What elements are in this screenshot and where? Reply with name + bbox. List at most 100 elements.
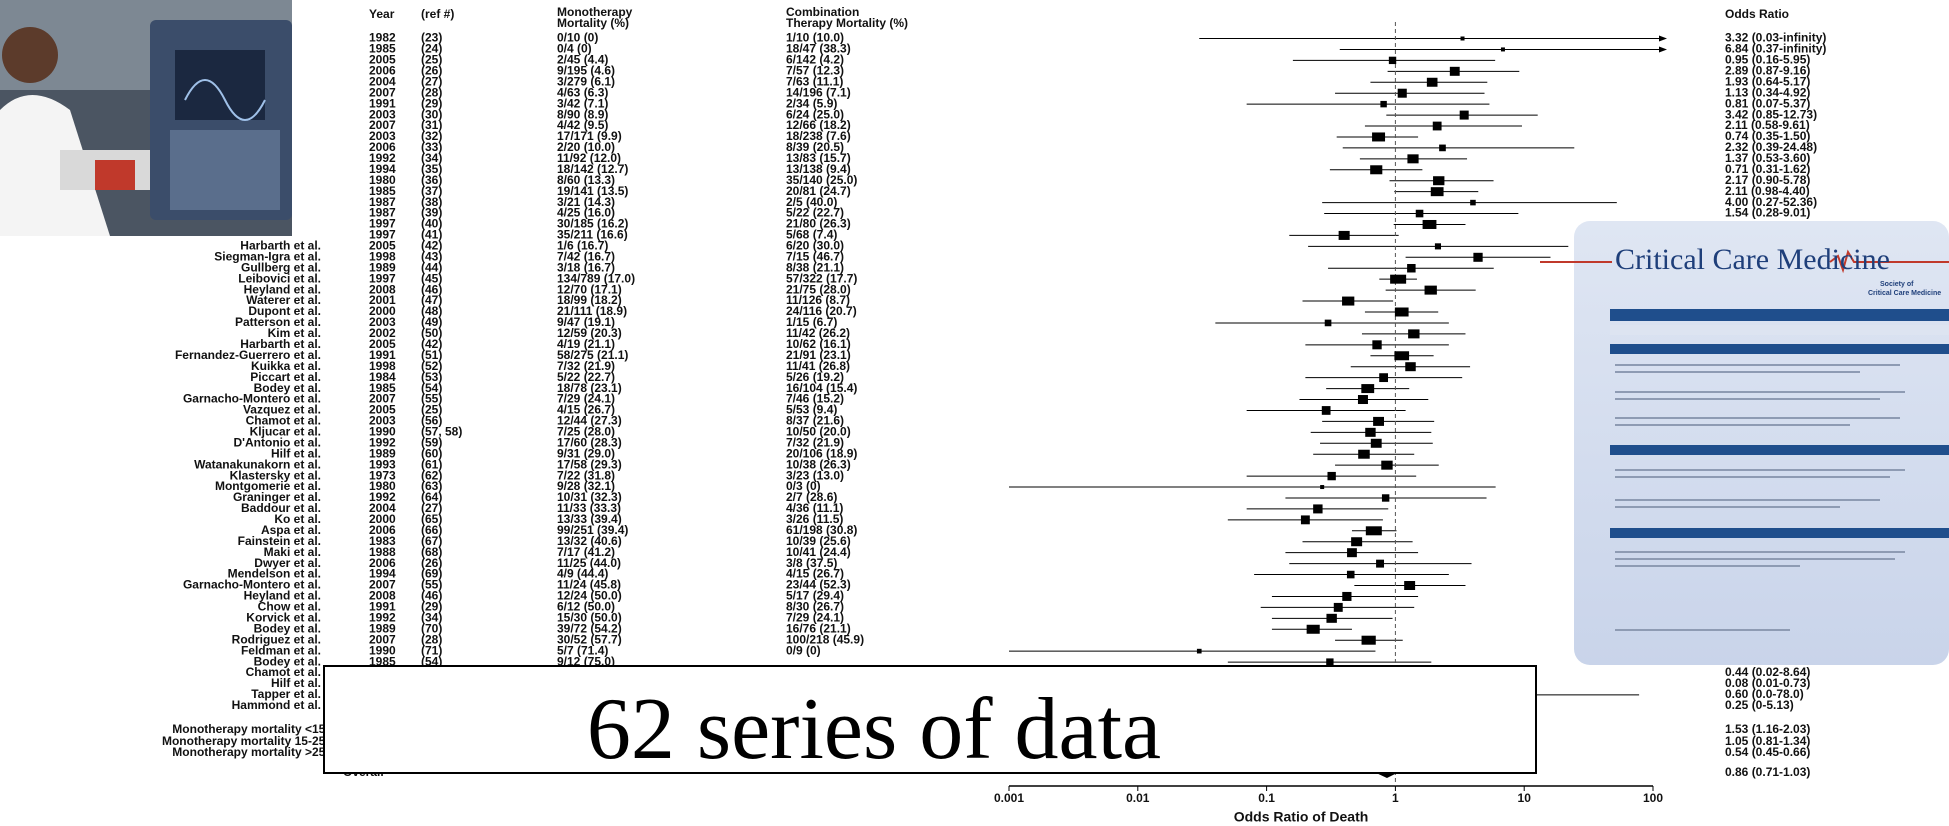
column-header: Combination [786, 5, 859, 19]
study-mono: 4/42 (9.5) [557, 118, 608, 132]
study-ref: (64) [421, 490, 442, 504]
study-name: Korvick et al. [246, 610, 321, 624]
study-ref: (34) [421, 610, 442, 624]
x-tick-label: 0.1 [1258, 791, 1275, 805]
study-name: Mendelson et al. [228, 567, 321, 581]
or-label: 6.84 (0.37-infinity) [1725, 42, 1826, 56]
point-estimate [1390, 274, 1407, 284]
study-year: 1997 [369, 271, 396, 285]
study-mono: 11/25 (44.0) [557, 556, 621, 570]
study-year: 1997 [369, 228, 396, 242]
study-mono: 5/7 (71.4) [557, 643, 608, 657]
study-name: Garnacho-Montero et al. [183, 392, 321, 406]
study-year: 1990 [369, 643, 396, 657]
study-name: Fainstein et al. [238, 534, 321, 548]
study-mono: 3/279 (6.1) [557, 74, 615, 88]
study-mono: 21/111 (18.9) [557, 304, 627, 318]
study-combo: 1/10 (10.0) [786, 31, 844, 45]
study-combo: 8/30 (26.7) [786, 600, 844, 614]
point-estimate [1407, 263, 1416, 273]
study-mono: 3/42 (7.1) [557, 96, 608, 110]
study-name: Heyland et al. [244, 282, 321, 296]
study-year: 1980 [369, 173, 396, 187]
study-name: Bodey et al. [254, 654, 321, 668]
study-mono: 13/32 (40.6) [557, 534, 622, 548]
study-name: Dupont et al. [248, 304, 321, 318]
study-name: Patterson et al. [235, 315, 321, 329]
study-year: 1985 [369, 381, 396, 395]
study-mono: 18/142 (12.7) [557, 162, 628, 176]
study-combo: 12/66 (18.2) [786, 118, 851, 132]
study-year: 2007 [369, 392, 396, 406]
study-mono: 3/21 (14.3) [557, 195, 615, 209]
study-name: Kljucar et al. [250, 425, 321, 439]
study-mono: 30/185 (16.2) [557, 217, 628, 231]
study-combo: 3/23 (13.0) [786, 468, 844, 482]
column-header: Monotherapy [557, 5, 633, 19]
point-estimate [1333, 602, 1343, 612]
study-ref: (36) [421, 173, 442, 187]
point-estimate [1408, 329, 1420, 339]
study-mono: 7/25 (28.0) [557, 425, 615, 439]
study-ref: (61) [421, 457, 442, 471]
study-ref: (47) [421, 293, 442, 307]
point-estimate [1422, 219, 1437, 229]
study-ref: (46) [421, 589, 442, 603]
or-label: 1.05 (0.81-1.34) [1725, 734, 1810, 748]
or-label: 2.89 (0.87-9.16) [1725, 63, 1810, 77]
study-mono: 99/251 (39.4) [557, 523, 628, 537]
study-year: 2007 [369, 118, 396, 132]
study-ref: (23) [421, 31, 442, 45]
study-year: 1989 [369, 621, 396, 635]
or-label: 1.13 (0.34-4.92) [1725, 85, 1810, 99]
or-label: 2.11 (0.58-9.61) [1725, 118, 1810, 132]
study-year: 2004 [369, 74, 396, 88]
study-combo: 10/62 (16.1) [786, 337, 851, 351]
study-year: 2006 [369, 556, 396, 570]
study-ref: (43) [421, 249, 442, 263]
study-name: Waterer et al. [246, 293, 321, 307]
study-ref: (46) [421, 282, 442, 296]
point-estimate [1342, 296, 1355, 306]
study-ref: (28) [421, 85, 442, 99]
study-mono: 35/211 (16.6) [557, 228, 628, 242]
study-ref: (56) [421, 414, 442, 428]
study-combo: 10/39 (25.6) [786, 534, 851, 548]
study-ref: (34) [421, 151, 442, 165]
study-name: Harbarth et al. [240, 239, 321, 253]
x-tick-label: 0.001 [994, 791, 1024, 805]
study-combo: 7/15 (46.7) [786, 249, 844, 263]
study-combo: 5/22 (22.7) [786, 206, 844, 220]
study-year: 1992 [369, 435, 396, 449]
study-year: 1990 [369, 425, 396, 439]
cover-publisher: Society of [1880, 281, 1914, 288]
study-combo: 16/104 (15.4) [786, 381, 857, 395]
study-ref: (42) [421, 337, 442, 351]
or-label: 3.32 (0.03-infinity) [1725, 31, 1826, 45]
point-estimate [1365, 427, 1376, 437]
point-estimate [1459, 110, 1469, 120]
study-combo: 6/142 (4.2) [786, 53, 844, 67]
study-ref: (26) [421, 556, 442, 570]
study-ref: (28) [421, 632, 442, 646]
or-label: 0.74 (0.35-1.50) [1725, 129, 1810, 143]
study-ref: (48) [421, 304, 442, 318]
point-estimate [1394, 307, 1409, 317]
study-ref: (27) [421, 501, 442, 515]
point-estimate [1338, 230, 1350, 240]
study-combo: 23/44 (52.3) [786, 578, 851, 592]
study-combo: 7/57 (12.3) [786, 63, 844, 77]
study-combo: 5/53 (9.4) [786, 403, 837, 417]
study-combo: 14/196 (7.1) [786, 85, 851, 99]
study-mono: 30/52 (57.7) [557, 632, 622, 646]
ci-arrow [1659, 35, 1667, 42]
point-estimate [1342, 591, 1352, 601]
study-ref: (37) [421, 184, 442, 198]
summary-name: Monotherapy mortality 15-25% [162, 734, 336, 748]
study-combo: 13/138 (9.4) [786, 162, 851, 176]
study-ref: (41) [421, 228, 442, 242]
study-mono: 7/17 (41.2) [557, 545, 615, 559]
study-year: 1992 [369, 151, 396, 165]
study-ref: (35) [421, 162, 442, 176]
point-estimate [1470, 199, 1476, 206]
